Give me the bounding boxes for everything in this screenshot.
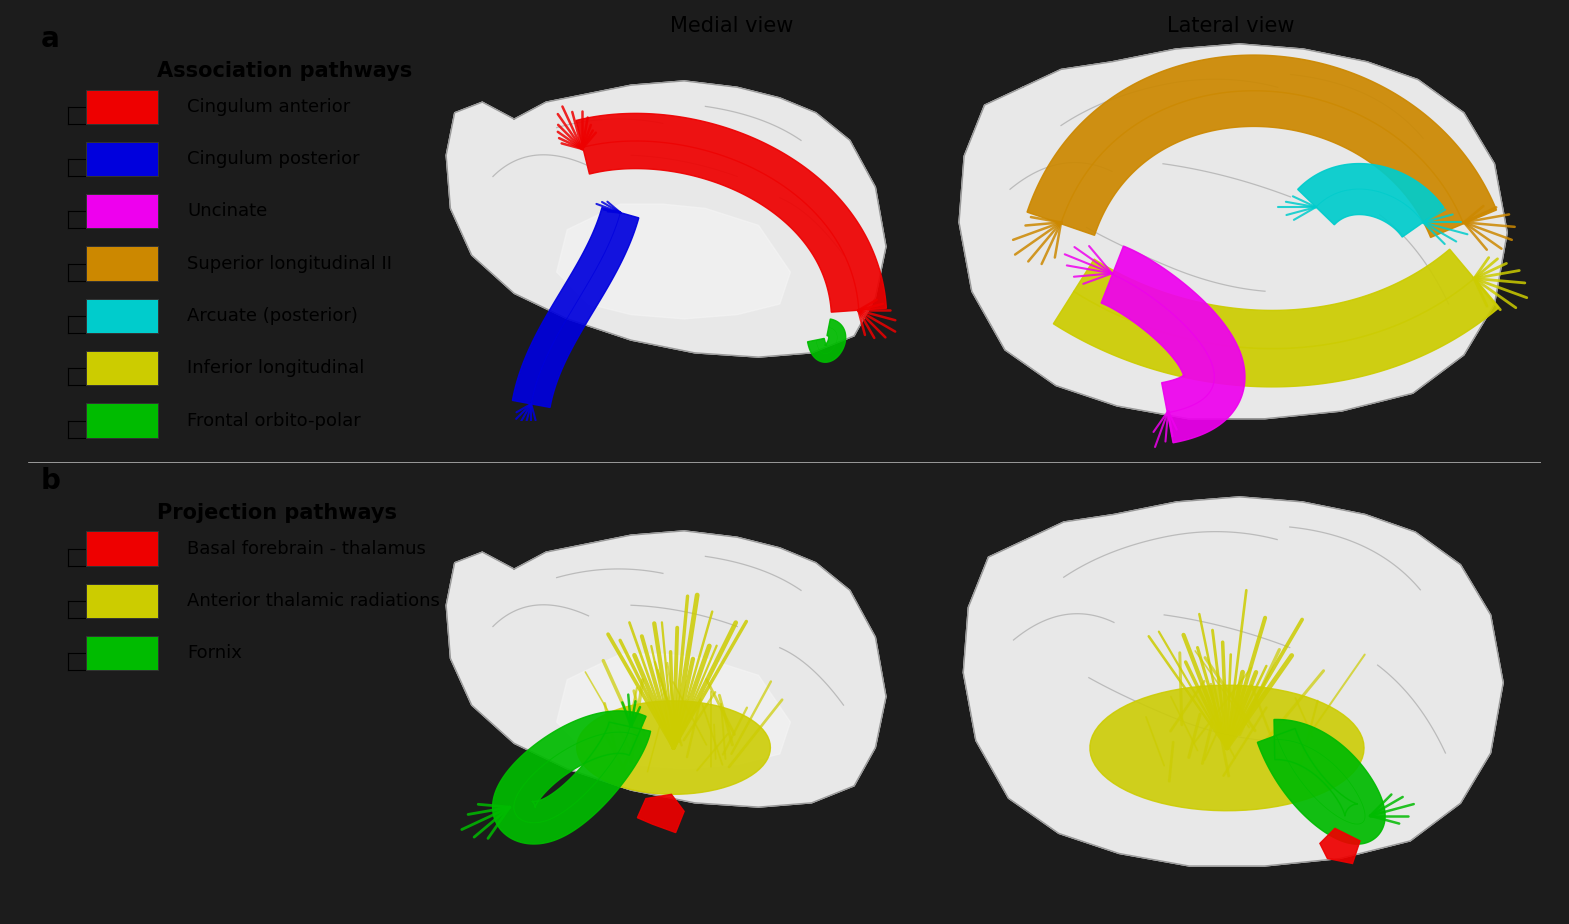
Polygon shape bbox=[963, 497, 1503, 866]
Polygon shape bbox=[1320, 828, 1360, 864]
Polygon shape bbox=[1053, 249, 1498, 387]
Text: Uncinate: Uncinate bbox=[187, 202, 267, 220]
Text: Cingulum anterior: Cingulum anterior bbox=[187, 98, 350, 116]
Text: Anterior thalamic radiations: Anterior thalamic radiations bbox=[187, 592, 439, 610]
Text: Basal forebrain - thalamus: Basal forebrain - thalamus bbox=[187, 540, 425, 557]
FancyBboxPatch shape bbox=[86, 247, 158, 281]
Polygon shape bbox=[446, 531, 886, 807]
Text: b: b bbox=[41, 467, 60, 494]
Polygon shape bbox=[576, 114, 886, 312]
Polygon shape bbox=[513, 207, 639, 407]
Polygon shape bbox=[637, 795, 684, 833]
Polygon shape bbox=[1028, 55, 1497, 237]
FancyBboxPatch shape bbox=[86, 404, 158, 438]
Text: Projection pathways: Projection pathways bbox=[157, 503, 397, 523]
Polygon shape bbox=[493, 711, 651, 844]
FancyBboxPatch shape bbox=[86, 351, 158, 385]
Text: Superior longitudinal II: Superior longitudinal II bbox=[187, 255, 392, 273]
Text: Frontal orbito-polar: Frontal orbito-polar bbox=[187, 411, 361, 430]
Text: Association pathways: Association pathways bbox=[157, 61, 413, 80]
FancyBboxPatch shape bbox=[86, 298, 158, 333]
Text: Arcuate (posterior): Arcuate (posterior) bbox=[187, 307, 358, 325]
FancyBboxPatch shape bbox=[86, 636, 158, 670]
Polygon shape bbox=[1257, 720, 1385, 845]
Text: Lateral view: Lateral view bbox=[1167, 16, 1294, 36]
Polygon shape bbox=[808, 319, 846, 362]
Text: a: a bbox=[41, 25, 60, 53]
Text: Fornix: Fornix bbox=[187, 644, 242, 663]
FancyBboxPatch shape bbox=[86, 90, 158, 124]
Polygon shape bbox=[959, 44, 1508, 419]
Polygon shape bbox=[557, 654, 791, 769]
FancyBboxPatch shape bbox=[86, 584, 158, 618]
FancyBboxPatch shape bbox=[86, 531, 158, 565]
Polygon shape bbox=[1090, 686, 1363, 810]
FancyBboxPatch shape bbox=[86, 194, 158, 228]
Polygon shape bbox=[446, 81, 886, 357]
Polygon shape bbox=[1298, 164, 1443, 237]
Text: Medial view: Medial view bbox=[670, 16, 794, 36]
FancyBboxPatch shape bbox=[86, 142, 158, 176]
Text: Inferior longitudinal: Inferior longitudinal bbox=[187, 359, 364, 377]
Polygon shape bbox=[1101, 246, 1244, 443]
Polygon shape bbox=[577, 701, 770, 795]
Polygon shape bbox=[557, 204, 791, 319]
Text: Cingulum posterior: Cingulum posterior bbox=[187, 150, 359, 168]
